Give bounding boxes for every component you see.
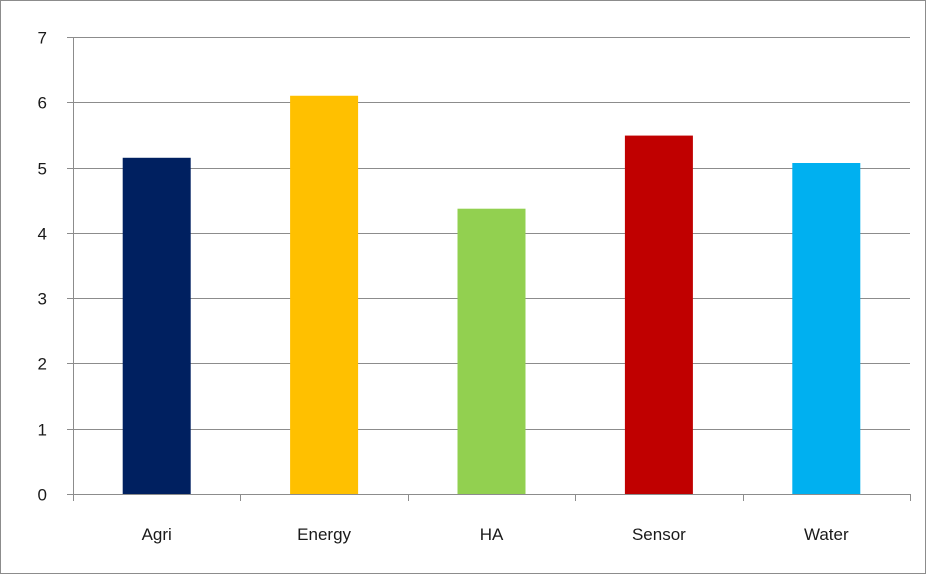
- x-tick-label-sensor: Sensor: [632, 525, 686, 544]
- y-tick-label: 2: [38, 355, 47, 374]
- x-tick-label-agri: Agri: [142, 525, 172, 544]
- y-tick-label: 4: [38, 225, 47, 244]
- y-tick-label: 3: [38, 290, 47, 309]
- y-tick-label: 6: [38, 94, 47, 113]
- x-tick-label-ha: HA: [480, 525, 504, 544]
- x-tick-labels: Agri Energy HA Sensor Water: [142, 525, 849, 544]
- bar-ha: [457, 208, 526, 495]
- x-tick-label-water: Water: [804, 525, 849, 544]
- x-tick-label-energy: Energy: [297, 525, 351, 544]
- bar-sensor: [624, 135, 693, 494]
- bars: [122, 95, 861, 495]
- bar-water: [792, 163, 861, 494]
- y-tick-label: 0: [38, 486, 47, 505]
- y-tick-label: 7: [38, 29, 47, 48]
- y-tick-label: 1: [38, 421, 47, 440]
- y-tick-label: 5: [38, 160, 47, 179]
- bar-agri: [122, 157, 191, 494]
- y-tick-labels: 0 1 2 3 4 5 6 7: [38, 29, 47, 505]
- axes: [67, 37, 911, 501]
- bar-energy: [290, 95, 359, 494]
